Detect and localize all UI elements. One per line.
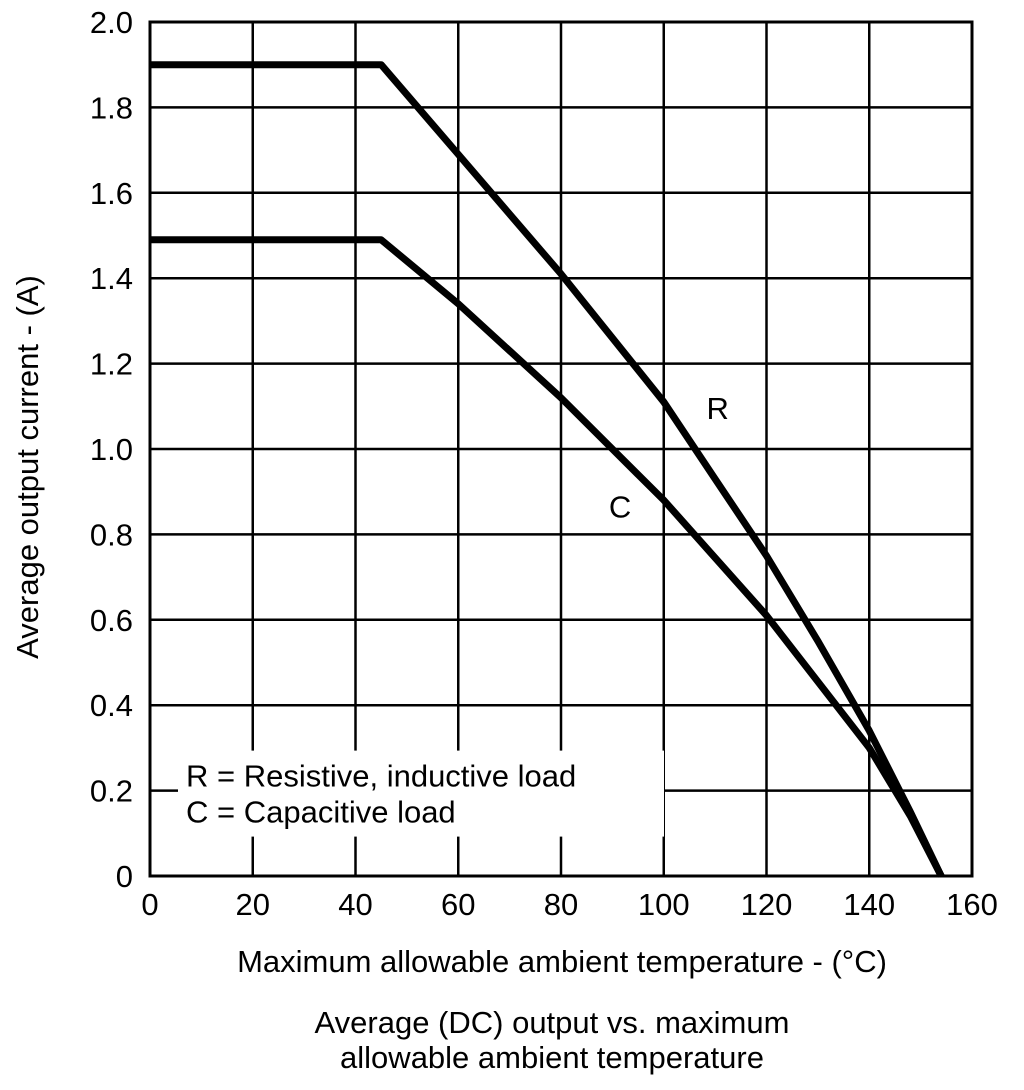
grid (148, 20, 974, 878)
curve-label-r: R (706, 391, 728, 426)
y-axis-label: Average output current - (A) (10, 275, 45, 659)
legend-entry-r: R = Resistive, inductive load (186, 759, 576, 794)
series-line-r (150, 61, 945, 878)
x-tick-label: 80 (544, 887, 578, 922)
legend-background (178, 750, 664, 837)
y-tick-label: 2.0 (90, 5, 133, 40)
y-tick-label: 0.8 (90, 517, 133, 552)
tick-labels: 0 20 40 60 80 100 120 140 160 0 0.2 0.4 0.6 0.8 1.0 1.2… (90, 5, 998, 922)
x-tick-label: 100 (638, 887, 690, 922)
y-tick-label: 0 (116, 859, 133, 894)
series (150, 61, 945, 878)
plot-frame (148, 20, 974, 878)
x-tick-label: 160 (946, 887, 998, 922)
y-tick-label: 1.4 (90, 261, 133, 296)
x-tick-label: 120 (741, 887, 793, 922)
series-line-c (150, 236, 945, 878)
x-axis-label: Maximum allowable ambient temperature - … (237, 944, 887, 979)
caption-line-1: Average (DC) output vs. maximum (315, 1005, 790, 1040)
x-tick-label: 140 (843, 887, 895, 922)
x-tick-label: 0 (141, 887, 158, 922)
legend-entry-c: C = Capacitive load (186, 795, 456, 830)
y-tick-label: 0.6 (90, 603, 133, 638)
y-tick-label: 0.2 (90, 774, 133, 809)
y-tick-label: 1.6 (90, 176, 133, 211)
y-tick-label: 1.0 (90, 432, 133, 467)
x-tick-label: 60 (441, 887, 475, 922)
x-tick-label: 20 (236, 887, 270, 922)
y-tick-label: 1.8 (90, 90, 133, 125)
y-tick-label: 1.2 (90, 347, 133, 382)
caption-line-2: allowable ambient temperature (340, 1040, 764, 1075)
x-tick-label: 40 (338, 887, 372, 922)
legend: R = Resistive, inductive load C = Capaci… (178, 750, 664, 837)
y-tick-label: 0.4 (90, 688, 133, 723)
curve-label-c: C (609, 489, 631, 524)
